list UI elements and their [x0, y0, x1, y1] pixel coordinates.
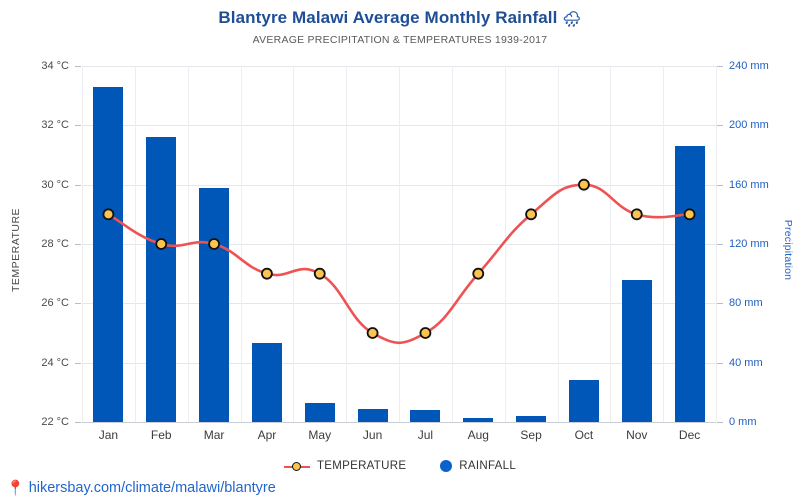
rainfall-bar [674, 146, 705, 422]
right-axis-tick-label: 160 mm [729, 178, 769, 191]
category-separator [82, 66, 83, 422]
rainfall-bar [304, 402, 335, 422]
rainfall-bar [568, 380, 599, 422]
x-axis-tick-label: Aug [467, 428, 489, 442]
rainfall-bar [199, 187, 230, 422]
category-separator [134, 66, 136, 422]
temperature-marker: Oct: 30 °C [578, 178, 590, 191]
category-separator [399, 66, 400, 422]
category-separator [610, 66, 612, 422]
right-tick-mark [717, 362, 723, 364]
plot-area: 34 °C 32 °C 30 °C 28 °C 26 °C 24 °C 22 °C 240 … [41, 60, 768, 428]
page-title: Blantyre Malawi Average Monthly Rainfall… [0, 8, 800, 28]
category-separator [346, 66, 348, 422]
x-axis-tick-label: May [308, 428, 332, 442]
right-tick-mark [717, 244, 723, 245]
rainfall-bar [357, 408, 388, 422]
right-tick-mark [717, 66, 723, 67]
x-axis-tick-label: Mar [203, 428, 225, 442]
temperature-marker: Sep: 29 °C [525, 208, 537, 221]
right-axis-tick-label: 240 mm [729, 60, 769, 72]
temperature-marker: Apr: 27 °C [261, 267, 273, 280]
temperature-marker: Feb: 28 °C [155, 238, 168, 250]
left-axis-label: TEMPERATURE [10, 207, 22, 293]
location-pin-icon: 📍 [6, 479, 25, 497]
page-subtitle: AVERAGE PRECIPITATION & TEMPERATURES 193… [252, 34, 548, 46]
rain-cloud-icon: 🌧 [562, 11, 582, 28]
right-tick-mark [717, 125, 723, 127]
chart-legend: TEMPERATURE RAINFALL [0, 460, 800, 472]
left-tick-mark [75, 184, 81, 186]
x-axis-tick-label: Sep [520, 428, 542, 442]
category-separator [240, 66, 242, 422]
left-tick-mark [75, 66, 81, 67]
x-axis-tick-label: Nov [626, 428, 648, 442]
right-axis-tick-label: 200 mm [729, 119, 769, 132]
temperature-marker: Jan: 29 °C [102, 208, 115, 221]
page-title-text: Blantyre Malawi Average Monthly Rainfall [218, 8, 558, 27]
x-axis-tick-label: Jun [362, 428, 383, 442]
left-axis-tick-label: 26 °C [41, 297, 69, 310]
right-tick-mark [717, 422, 723, 423]
category-separator [663, 66, 665, 422]
temperature-marker-icon [283, 461, 310, 472]
rainfall-bar [621, 279, 652, 422]
temperature-marker: Dec: 29 °C [683, 208, 696, 221]
rainfall-dot-icon [440, 460, 453, 472]
x-axis-tick-label: Apr [257, 428, 277, 442]
left-axis-tick-label: 28 °C [41, 238, 69, 250]
legend-item-rainfall[interactable]: RAINFALL [440, 460, 516, 472]
left-axis-tick-label: 22 °C [41, 416, 69, 428]
left-tick-mark [75, 125, 81, 127]
category-separator [557, 66, 559, 422]
legend-label-rainfall: RAINFALL [459, 460, 517, 472]
temperature-line: Jan: 29 °C Feb: 28 °C Mar: 28 °C Apr: 27 °C… [102, 178, 696, 345]
left-tick-mark [75, 303, 81, 305]
left-axis-tick-label: 34 °C [41, 60, 69, 72]
source-link[interactable]: 📍 hikersbay.com/climate/malawi/blantyre [6, 480, 276, 496]
rainfall-bar [146, 137, 177, 422]
source-url-text: hikersbay.com/climate/malawi/blantyre [28, 480, 276, 496]
right-axis-tick-label: 40 mm [729, 356, 763, 369]
rainfall-bar [93, 86, 124, 422]
rainfall-bar [516, 416, 547, 422]
left-tick-mark [75, 422, 81, 423]
rainfall-bar [251, 343, 282, 422]
x-axis-tick-label: Jul [417, 428, 434, 442]
rainfall-bar [410, 410, 441, 422]
right-axis-tick-label: 120 mm [729, 238, 769, 250]
right-axis-label: Precipitation [782, 219, 794, 281]
temperature-marker: Jul: 25 °C [419, 327, 432, 339]
right-axis-tick-label: 80 mm [729, 297, 763, 310]
x-axis-tick-label: Feb [150, 428, 172, 442]
left-axis-tick-label: 32 °C [41, 119, 69, 132]
legend-item-temperature[interactable]: TEMPERATURE [283, 460, 407, 472]
left-tick-mark [75, 244, 81, 245]
temperature-marker: Jun: 25 °C [366, 327, 379, 339]
x-axis-tick-label: Dec [678, 428, 701, 442]
temperature-marker: Nov: 29 °C [630, 208, 643, 221]
legend-label-temperature: TEMPERATURE [316, 460, 407, 472]
right-tick-mark [717, 184, 723, 186]
category-separator [451, 66, 453, 422]
category-separator [293, 66, 295, 422]
left-axis-tick-label: 24 °C [41, 356, 69, 369]
left-axis-tick-label: 30 °C [41, 178, 69, 191]
temperature-line-path [107, 183, 691, 345]
left-tick-mark [75, 362, 81, 364]
category-separator [716, 66, 717, 422]
temperature-marker: Mar: 28 °C [208, 238, 220, 250]
rainfall-bar [463, 417, 494, 422]
category-separator [504, 66, 506, 422]
right-axis-tick-label: 0 mm [729, 416, 757, 428]
gridline [82, 422, 716, 423]
temperature-marker: Aug: 27 °C [472, 267, 485, 280]
x-axis-tick-label: Oct [574, 428, 594, 442]
x-axis-tick-label: Jan [98, 428, 119, 442]
temperature-marker: May: 27 °C [313, 267, 326, 280]
right-tick-mark [717, 303, 723, 305]
